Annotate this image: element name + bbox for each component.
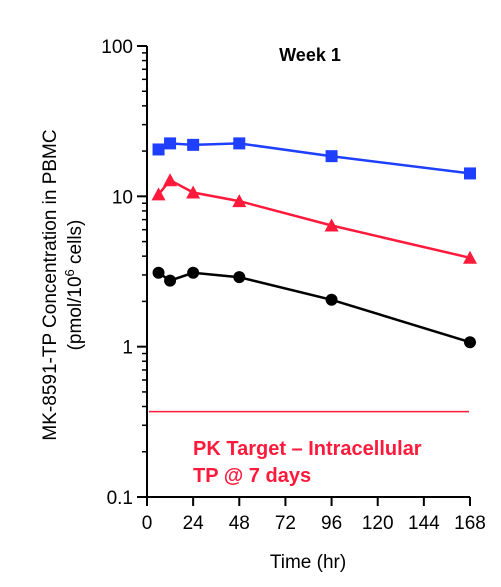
x-tick-label: 96: [321, 513, 342, 534]
x-tick-label: 0: [142, 513, 153, 534]
y-axis-ticks: 0.1 1 10 100: [101, 37, 147, 509]
data-point-square: [325, 150, 338, 163]
data-point-triangle: [151, 187, 166, 201]
y-tick-label: 100: [101, 37, 133, 58]
series-square: [152, 137, 476, 180]
data-point-circle: [464, 336, 476, 349]
y-axis-title: MK-8591-TP Concentration in PBMC (pmol/1…: [40, 129, 86, 440]
data-point-circle: [164, 274, 177, 287]
data-point-circle: [325, 293, 338, 306]
x-tick-label: 120: [362, 513, 394, 534]
x-tick-label: 24: [183, 513, 205, 534]
pk-target-annotation: PK Target – Intracellular TP @ 7 days: [193, 438, 422, 487]
data-point-square: [464, 167, 476, 180]
data-point-circle: [233, 271, 246, 284]
y-tick-label: 1: [122, 338, 133, 359]
x-axis-ticks: 0 24 48 72 96 120 144 168: [142, 497, 486, 534]
series-triangle: [151, 173, 477, 264]
x-tick-label: 168: [454, 513, 486, 534]
series-circle: [152, 266, 476, 349]
data-point-circle: [152, 266, 165, 279]
chart-title: Week 1: [279, 45, 341, 65]
series-line: [157, 142, 471, 175]
y-tick-label: 10: [112, 187, 133, 208]
data-point-triangle: [463, 250, 477, 264]
pk-target-label-line1: PK Target – Intracellular: [193, 438, 422, 460]
x-axis-title: Time (hr): [270, 552, 346, 573]
data-point-triangle: [163, 173, 178, 187]
series-line: [157, 178, 471, 260]
data-point-square: [187, 138, 200, 151]
y-tick-label: 0.1: [107, 488, 133, 509]
data-point-triangle: [186, 185, 201, 199]
data-point-triangle: [232, 194, 247, 208]
x-tick-label: 144: [408, 513, 440, 534]
y-axis-title-line1: MK-8591-TP Concentration in PBMC: [40, 129, 61, 440]
series-line: [157, 271, 471, 344]
series-layer: [151, 137, 477, 349]
data-point-square: [152, 143, 165, 156]
x-tick-label: 72: [275, 513, 296, 534]
data-point-triangle: [324, 218, 339, 232]
data-point-square: [233, 137, 246, 150]
data-point-square: [164, 137, 177, 150]
y-axis-title-line2: (pmol/106 cells): [62, 220, 86, 351]
x-tick-label: 48: [229, 513, 250, 534]
data-point-circle: [187, 266, 200, 279]
pk-target-label-line2: TP @ 7 days: [193, 465, 311, 487]
